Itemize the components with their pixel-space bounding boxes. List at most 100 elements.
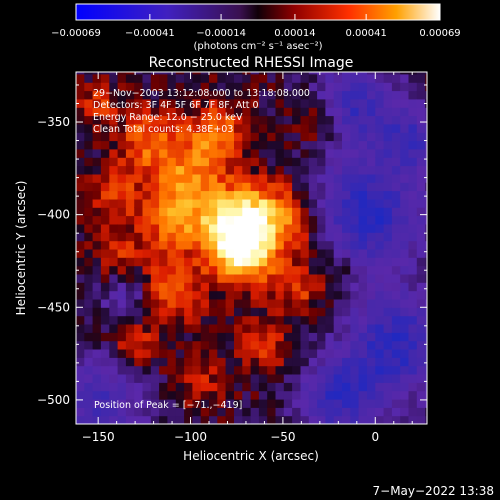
heatmap-cell	[375, 207, 385, 217]
heatmap-cell	[400, 315, 410, 325]
heatmap-cell	[267, 72, 277, 75]
heatmap-cell	[308, 415, 318, 424]
heatmap-cell	[325, 173, 335, 183]
heatmap-cell	[325, 240, 335, 250]
heatmap-cell	[109, 223, 119, 233]
heatmap-cell	[76, 215, 85, 225]
heatmap-cell	[150, 148, 160, 158]
heatmap-cell	[350, 190, 360, 200]
heatmap-cell	[209, 173, 218, 183]
heatmap-cell	[383, 90, 393, 100]
heatmap-cell	[383, 182, 393, 192]
heatmap-cell	[92, 90, 102, 100]
x-axis-label: Heliocentric X (arcsec)	[183, 449, 319, 463]
heatmap-cell	[300, 332, 310, 342]
heatmap-cell	[92, 82, 102, 92]
heatmap-cell	[258, 240, 268, 250]
heatmap-cell	[258, 407, 268, 417]
heatmap-cell	[200, 390, 210, 400]
heatmap-cell	[242, 98, 252, 108]
heatmap-cell	[209, 190, 218, 200]
heatmap-cell	[234, 282, 243, 292]
heatmap-cell	[391, 223, 401, 233]
heatmap-cell	[100, 248, 110, 258]
heatmap-cell	[383, 273, 393, 283]
heatmap-cell	[408, 148, 418, 158]
heatmap-cell	[367, 265, 376, 275]
heatmap-cell	[200, 107, 210, 117]
heatmap-cell	[425, 374, 427, 383]
heatmap-cell	[408, 357, 418, 367]
heatmap-cell	[109, 182, 119, 192]
heatmap-cell	[242, 73, 252, 83]
heatmap-cell	[184, 349, 193, 358]
heatmap-cell	[383, 232, 393, 242]
heatmap-cell	[200, 349, 210, 358]
heatmap-cell	[92, 407, 102, 417]
heatmap-cell	[367, 357, 376, 367]
heatmap-cell	[275, 82, 285, 92]
heatmap-cell	[92, 248, 102, 258]
heatmap-cell	[358, 407, 368, 417]
heatmap-cell	[225, 365, 235, 375]
heatmap-cell	[283, 390, 293, 400]
heatmap-cell	[250, 140, 260, 150]
heatmap-cell	[375, 198, 385, 208]
heatmap-cell	[167, 349, 177, 358]
heatmap-cell	[408, 232, 418, 242]
heatmap-cell	[175, 72, 185, 75]
heatmap-cell	[292, 215, 301, 225]
heatmap-cell	[84, 190, 94, 200]
heatmap-cell	[142, 190, 152, 200]
heatmap-cell	[84, 107, 94, 117]
heatmap-cell	[84, 115, 94, 125]
heatmap-cell	[383, 165, 393, 175]
heatmap-cell	[425, 382, 427, 392]
heatmap-cell	[275, 324, 285, 333]
heatmap-cell	[367, 82, 376, 92]
heatmap-cell	[117, 332, 127, 342]
heatmap-cell	[383, 332, 393, 342]
heatmap-cell	[408, 182, 418, 192]
heatmap-cell	[275, 349, 285, 358]
heatmap-cell	[317, 207, 326, 217]
heatmap-cell	[325, 382, 335, 392]
heatmap-cell	[117, 157, 127, 167]
heatmap-cell	[358, 123, 368, 133]
heatmap-cell	[333, 273, 343, 283]
heatmap-cell	[109, 98, 119, 108]
heatmap-cell	[300, 390, 310, 400]
heatmap-cell	[150, 324, 160, 333]
heatmap-cell	[258, 290, 268, 300]
heatmap-cell	[400, 198, 410, 208]
heatmap-cell	[308, 332, 318, 342]
heatmap-cell	[283, 407, 293, 417]
heatmap-cell	[209, 349, 218, 358]
heatmap-cell	[209, 182, 218, 192]
heatmap-cell	[76, 115, 85, 125]
heatmap-cell	[225, 290, 235, 300]
heatmap-cell	[142, 399, 152, 408]
heatmap-cell	[200, 265, 210, 275]
heatmap-cell	[134, 307, 144, 317]
heatmap-cell	[308, 240, 318, 250]
heatmap-cell	[383, 248, 393, 258]
heatmap-cell	[292, 182, 301, 192]
heatmap-cell	[192, 232, 202, 242]
heatmap-cell	[333, 298, 343, 308]
heatmap-cell	[192, 72, 202, 75]
heatmap-cell	[342, 298, 351, 308]
heatmap-cell	[275, 365, 285, 375]
heatmap-cell	[100, 240, 110, 250]
heatmap-cell	[184, 173, 193, 183]
heatmap-cell	[400, 365, 410, 375]
heatmap-cell	[391, 374, 401, 383]
heatmap-cell	[283, 324, 293, 333]
heatmap-cell	[234, 107, 243, 117]
heatmap-cell	[76, 98, 85, 108]
heatmap-cell	[325, 157, 335, 167]
heatmap-cell	[217, 248, 227, 258]
heatmap-cell	[300, 82, 310, 92]
heatmap-cell	[175, 248, 185, 258]
heatmap-cell	[109, 340, 119, 350]
